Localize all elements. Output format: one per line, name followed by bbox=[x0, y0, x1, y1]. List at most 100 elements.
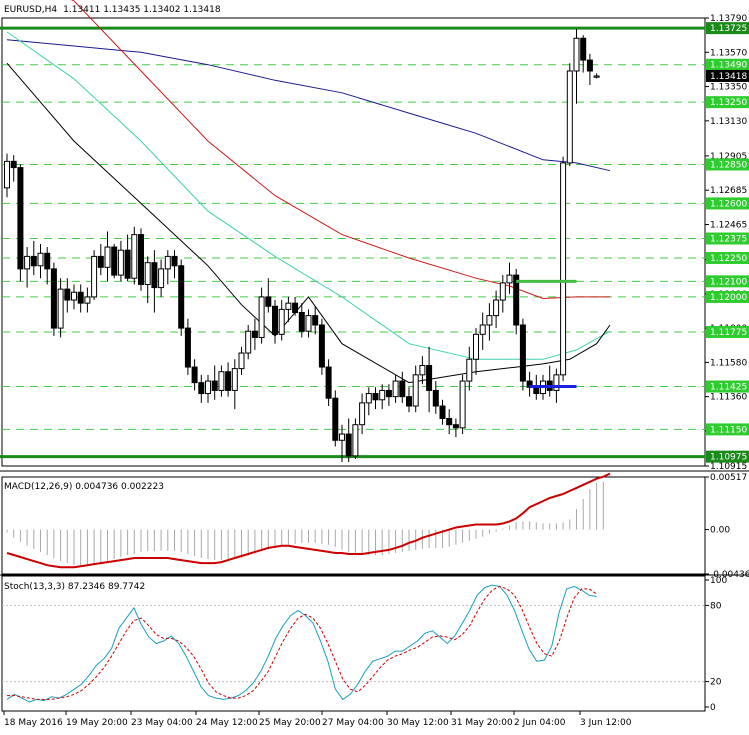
candle-body bbox=[124, 249, 131, 279]
price-tick-label: 1.12685 bbox=[710, 186, 747, 196]
candle bbox=[593, 73, 600, 79]
time-tick-label: 19 May 20:00 bbox=[66, 718, 128, 728]
candle-body bbox=[426, 364, 433, 391]
candle bbox=[392, 374, 399, 403]
candle bbox=[493, 290, 500, 329]
candle bbox=[278, 300, 285, 341]
macd-tick-label: 0.00 bbox=[710, 526, 730, 536]
candle bbox=[332, 390, 339, 447]
candle-body bbox=[412, 374, 419, 407]
level-price-label: 1.13725 bbox=[710, 24, 747, 34]
candle bbox=[191, 359, 198, 391]
candle-body bbox=[466, 358, 473, 382]
candle bbox=[272, 300, 278, 344]
level-price-label: 1.13490 bbox=[710, 61, 747, 71]
moving-average-line bbox=[70, 0, 610, 300]
candle-body bbox=[64, 288, 71, 301]
time-tick-label: 3 Jun 12:00 bbox=[580, 718, 632, 728]
candle bbox=[111, 243, 118, 279]
candle bbox=[459, 374, 466, 435]
candle-body bbox=[473, 333, 479, 360]
candle-body bbox=[191, 366, 198, 384]
time-tick-label: 25 May 20:00 bbox=[259, 718, 321, 728]
candle-body bbox=[151, 262, 158, 289]
macd-panel[interactable]: 0.00517 0.00 -0.004369 bbox=[0, 472, 749, 580]
candle bbox=[312, 306, 319, 335]
candle bbox=[560, 156, 567, 382]
time-tick-label: 23 May 04:00 bbox=[131, 718, 193, 728]
candle-body bbox=[4, 160, 10, 189]
candle-body bbox=[593, 75, 600, 78]
candle bbox=[164, 250, 171, 285]
candle-body bbox=[44, 252, 51, 270]
candle bbox=[24, 247, 31, 288]
candle bbox=[412, 365, 419, 413]
candle-body bbox=[553, 374, 560, 391]
candle-body bbox=[580, 37, 587, 61]
candle bbox=[352, 418, 359, 459]
panel-frame bbox=[1, 17, 706, 467]
stoch-signal-line bbox=[7, 585, 597, 700]
candle bbox=[211, 365, 218, 400]
level-price-box bbox=[706, 96, 749, 109]
candle-body bbox=[57, 288, 64, 329]
candle bbox=[84, 287, 91, 313]
candle-body bbox=[205, 380, 211, 395]
candle-body bbox=[392, 380, 399, 398]
candle bbox=[64, 278, 71, 313]
candle-body bbox=[91, 255, 98, 298]
level-price-label: 1.13250 bbox=[710, 98, 747, 108]
candle bbox=[473, 328, 479, 375]
candle-body bbox=[231, 368, 238, 391]
candle-body bbox=[251, 330, 258, 338]
candle bbox=[519, 318, 526, 391]
candle bbox=[285, 296, 292, 322]
candle bbox=[345, 418, 352, 463]
candle-body bbox=[312, 315, 319, 326]
moving-average-line bbox=[6, 31, 611, 360]
candle bbox=[57, 278, 64, 338]
candle-body bbox=[164, 255, 171, 270]
price-tick-label: 1.11360 bbox=[710, 393, 747, 403]
candle bbox=[131, 226, 138, 285]
level-price-box bbox=[706, 275, 749, 288]
candle-body bbox=[104, 246, 111, 268]
last-price-box bbox=[706, 69, 749, 82]
time-tick-label: 2 Jun 04:00 bbox=[514, 718, 566, 728]
level-price-box bbox=[706, 251, 749, 264]
candle-body bbox=[138, 234, 144, 285]
candle bbox=[10, 155, 17, 182]
candle-body bbox=[225, 371, 232, 391]
candle-body bbox=[399, 380, 406, 398]
candle bbox=[439, 399, 446, 425]
candle-body bbox=[573, 37, 580, 72]
candle-body bbox=[285, 302, 292, 310]
candle-body bbox=[332, 397, 339, 441]
candle-body bbox=[245, 330, 252, 354]
candle-body bbox=[198, 382, 205, 395]
candle-body bbox=[406, 396, 412, 407]
candle bbox=[339, 424, 345, 463]
candle bbox=[4, 153, 10, 198]
candle bbox=[499, 275, 506, 313]
candle bbox=[238, 346, 245, 375]
candle bbox=[91, 250, 98, 301]
stochastic-label: Stoch(13,3,3) 87.2346 89.7742 bbox=[4, 582, 145, 592]
candle bbox=[50, 262, 57, 336]
stochastic-panel[interactable]: 100 80 20 0 bbox=[1, 575, 727, 713]
candle-body bbox=[459, 380, 466, 429]
candle-body bbox=[566, 70, 573, 164]
candle-body bbox=[359, 402, 366, 426]
time-tick-label: 24 May 12:00 bbox=[196, 718, 258, 728]
candle bbox=[205, 374, 211, 403]
price-panel[interactable]: 1.13790 1.13570 1.13350 1.13130 1.12905 1.126… bbox=[0, 0, 749, 472]
candle bbox=[385, 384, 392, 407]
time-tick-label: 31 May 20:00 bbox=[451, 718, 513, 728]
candle bbox=[452, 418, 459, 438]
panel-frame bbox=[1, 575, 706, 712]
candle bbox=[104, 231, 111, 282]
level-price-box bbox=[706, 58, 749, 71]
level-price-box bbox=[706, 197, 749, 210]
candle bbox=[466, 346, 473, 391]
